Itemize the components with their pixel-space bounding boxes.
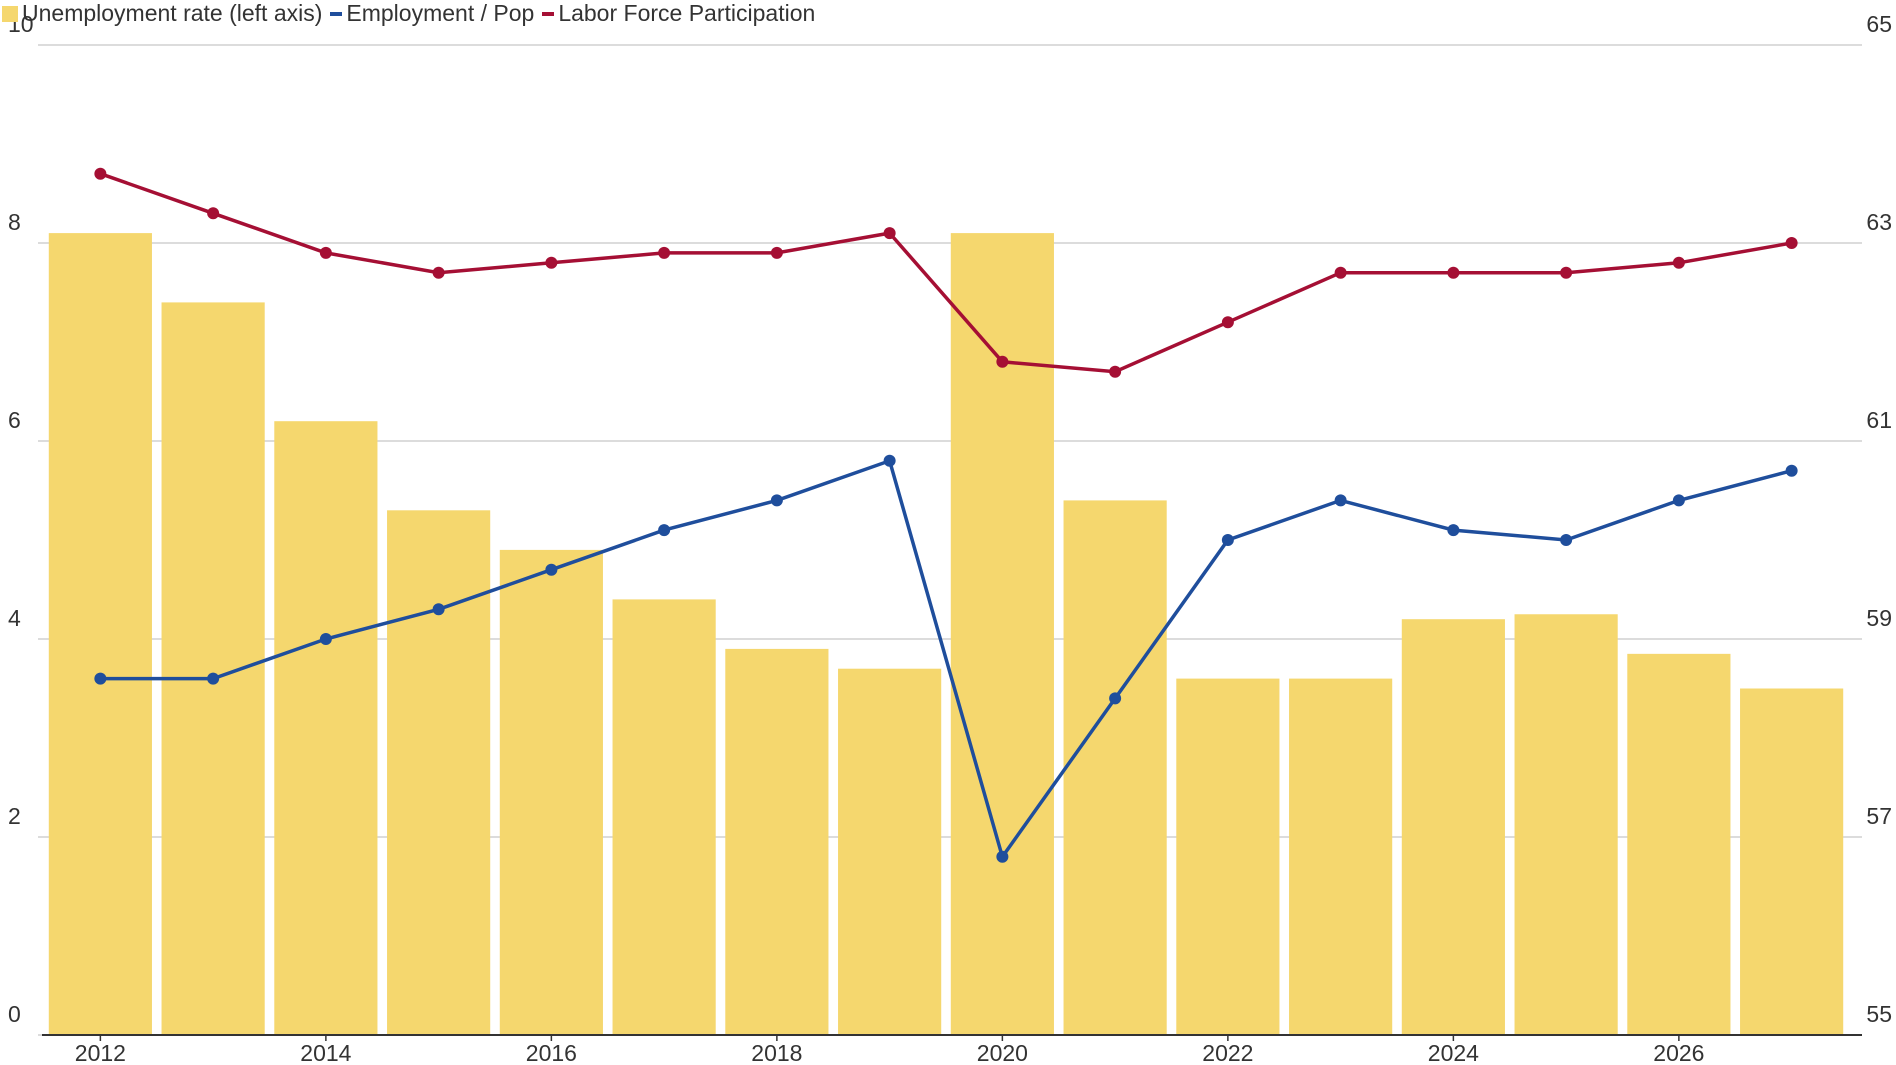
- x-tick-label: 2018: [751, 1040, 802, 1065]
- y2-tick-label: 61: [1866, 407, 1892, 433]
- bar: [499, 549, 603, 1035]
- bar: [274, 421, 378, 1035]
- bar: [1176, 678, 1280, 1035]
- line-point: [207, 207, 220, 220]
- legend-swatch: [542, 11, 555, 16]
- line-point: [94, 672, 107, 685]
- line-point: [94, 167, 107, 180]
- line-point: [545, 256, 558, 269]
- bar: [1063, 500, 1167, 1035]
- y2-tick-label: 57: [1866, 803, 1892, 829]
- line-point: [770, 246, 783, 259]
- y2-tick-label: 59: [1866, 605, 1892, 631]
- line-point: [1221, 316, 1234, 329]
- bar: [48, 233, 152, 1036]
- line-point: [432, 266, 445, 279]
- line-point: [996, 355, 1009, 368]
- y-tick-label: 2: [8, 803, 21, 829]
- line-point: [996, 850, 1009, 863]
- line-point: [207, 672, 220, 685]
- bar: [1627, 653, 1731, 1035]
- line-point: [1447, 266, 1460, 279]
- y2-tick-label: 65: [1866, 11, 1892, 37]
- y-tick-label: 8: [8, 209, 21, 235]
- x-tick-label: 2020: [977, 1040, 1028, 1065]
- line-point: [432, 603, 445, 616]
- line-point: [1560, 534, 1573, 546]
- x-tick-label: 2026: [1653, 1040, 1704, 1065]
- line-point: [1109, 692, 1122, 705]
- x-tick-label: 2024: [1428, 1040, 1479, 1065]
- line-point: [658, 246, 671, 259]
- bar: [387, 510, 491, 1035]
- legend-item: Employment / Pop: [330, 0, 534, 27]
- line: [100, 458, 1793, 861]
- line-point: [1334, 494, 1347, 507]
- bar: [1740, 688, 1844, 1035]
- legend-label: Employment / Pop: [346, 0, 535, 26]
- line-point: [319, 246, 332, 259]
- legend-item: Labor Force Participation: [542, 0, 815, 27]
- y-tick-label: 6: [8, 407, 21, 433]
- line-point: [770, 494, 783, 507]
- line-point: [1447, 524, 1460, 537]
- line-point: [319, 633, 332, 645]
- bar: [1289, 678, 1393, 1035]
- legend-label: Unemployment rate (left axis): [22, 0, 323, 26]
- line: [99, 172, 1792, 374]
- legend-item: Unemployment rate (left axis): [2, 0, 322, 27]
- line-point: [1109, 365, 1122, 378]
- x-tick-label: 2016: [526, 1040, 577, 1065]
- y-tick-label: 0: [8, 1001, 21, 1027]
- bar: [1514, 614, 1618, 1035]
- line-point: [883, 454, 896, 467]
- bar: [161, 302, 265, 1035]
- line-point: [883, 227, 896, 240]
- line-point: [658, 524, 671, 537]
- bar: [1401, 619, 1505, 1035]
- line-point: [1221, 534, 1234, 546]
- legend: Unemployment rate (left axis) Employment …: [2, 0, 815, 27]
- x-tick-label: 2022: [1202, 1040, 1253, 1065]
- y2-tick-label: 55: [1866, 1001, 1892, 1027]
- line-point: [1785, 464, 1798, 477]
- legend-label: Labor Force Participation: [558, 0, 816, 26]
- bar: [950, 233, 1054, 1036]
- bar: [612, 599, 716, 1035]
- legend-swatch: [330, 11, 343, 16]
- y2-tick-label: 63: [1866, 209, 1892, 235]
- line-point: [1785, 237, 1798, 249]
- line-point: [1560, 266, 1573, 279]
- line-point: [545, 563, 558, 576]
- line-point: [1672, 494, 1685, 507]
- x-tick-label: 2012: [75, 1040, 126, 1065]
- line-point: [1334, 266, 1347, 279]
- x-tick-label: 2014: [300, 1040, 351, 1065]
- line-point: [1672, 256, 1685, 269]
- bar: [725, 648, 829, 1035]
- bar: [838, 668, 942, 1035]
- y-tick-label: 4: [8, 605, 21, 631]
- legend-swatch: [2, 5, 18, 22]
